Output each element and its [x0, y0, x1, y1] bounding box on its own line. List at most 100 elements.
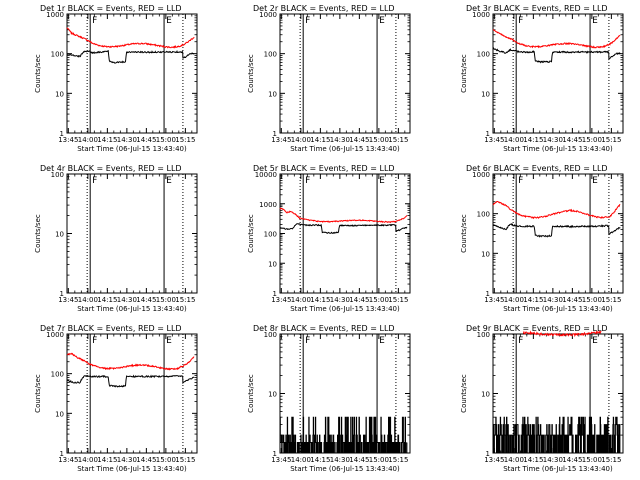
x-axis-title: Start Time (06-Jul-15 13:43:40) — [77, 465, 187, 473]
y-axis-label: Counts/sec — [34, 214, 42, 253]
y-tick-label: 10 — [481, 391, 490, 399]
x-axis-title: Start Time (06-Jul-15 13:43:40) — [77, 305, 187, 313]
det-panel-6: Det 6r BLACK = Events, RED = LLD 1 10 100 10… — [460, 164, 624, 313]
x-tick-label: 14:15 — [523, 456, 543, 464]
y-axis-label: Counts/sec — [460, 374, 468, 413]
x-axis-title: Start Time (06-Jul-15 13:43:40) — [290, 305, 400, 313]
x-tick-label: 14:45 — [349, 456, 369, 464]
y-axis-label: Counts/sec — [247, 54, 255, 93]
x-tick-label: 13:45 — [58, 296, 78, 304]
x-tick-label: 13:45 — [484, 296, 504, 304]
y-tick-label: 1 — [486, 450, 490, 458]
lld-series-line — [492, 201, 621, 220]
panel-title: Det 7r BLACK = Events, RED = LLD — [40, 324, 182, 333]
det-panel-1: Det 1r BLACK = Events, RED = LLD 1 10 100 10… — [34, 4, 198, 153]
events-series-line — [279, 416, 408, 454]
x-tick-label: 14:30 — [330, 136, 350, 144]
events-series-line — [66, 374, 195, 388]
y-tick-label: 100 — [51, 371, 64, 379]
x-tick-label: 14:15 — [97, 456, 117, 464]
x-tick-label: 15:00 — [156, 136, 176, 144]
marker-label: E — [592, 336, 598, 346]
marker-label: E — [592, 16, 598, 26]
det-panel-2: Det 2r BLACK = Events, RED = LLD 1 10 100 10… — [247, 4, 411, 153]
marker-label: F — [518, 336, 523, 346]
y-tick-label: 1 — [273, 290, 277, 298]
x-tick-label: 14:45 — [136, 136, 156, 144]
x-tick-label: 14:00 — [504, 136, 524, 144]
x-tick-label: 15:15 — [601, 136, 621, 144]
x-axis-title: Start Time (06-Jul-15 13:43:40) — [290, 465, 400, 473]
y-axis-label: Counts/sec — [34, 54, 42, 93]
x-tick-label: 15:15 — [388, 456, 408, 464]
x-tick-label: 15:00 — [369, 456, 389, 464]
x-tick-label: 14:15 — [97, 296, 117, 304]
plot-frame — [279, 13, 411, 134]
x-tick-label: 13:45 — [484, 456, 504, 464]
x-tick-label: 14:45 — [136, 296, 156, 304]
x-tick-label: 14:30 — [117, 296, 137, 304]
x-tick-label: 15:15 — [175, 296, 195, 304]
x-tick-label: 14:30 — [117, 456, 137, 464]
marker-label: F — [518, 176, 523, 186]
lld-series-line — [492, 29, 621, 49]
x-tick-label: 13:45 — [271, 456, 291, 464]
y-tick-label: 100 — [477, 51, 490, 59]
y-tick-label: 10 — [268, 260, 277, 268]
plot-frame — [492, 13, 624, 134]
panel-title: Det 5r BLACK = Events, RED = LLD — [253, 164, 395, 173]
x-tick-label: 13:45 — [271, 136, 291, 144]
y-tick-label: 1 — [273, 450, 277, 458]
y-tick-label: 1000 — [472, 11, 490, 19]
x-axis-title: Start Time (06-Jul-15 13:43:40) — [290, 145, 400, 153]
y-tick-label: 1000 — [472, 171, 490, 179]
y-tick-label: 10 — [55, 231, 64, 239]
y-tick-label: 10 — [268, 391, 277, 399]
x-axis-title: Start Time (06-Jul-15 13:43:40) — [77, 145, 187, 153]
y-tick-label: 1 — [60, 130, 64, 138]
x-tick-label: 15:15 — [388, 136, 408, 144]
marker-label: F — [305, 176, 310, 186]
events-series-line — [492, 47, 621, 64]
x-tick-label: 14:15 — [523, 136, 543, 144]
panel-title: Det 2r BLACK = Events, RED = LLD — [253, 4, 395, 13]
x-tick-label: 15:00 — [582, 296, 602, 304]
y-tick-label: 1000 — [46, 11, 64, 19]
y-tick-label: 1 — [486, 290, 490, 298]
x-tick-label: 15:15 — [601, 296, 621, 304]
plot-frame — [492, 173, 624, 294]
x-tick-label: 13:45 — [271, 296, 291, 304]
det-panel-4: Det 4r BLACK = Events, RED = LLD 1 10 100 Co… — [34, 164, 198, 313]
marker-label: E — [592, 176, 598, 186]
y-tick-label: 1 — [273, 130, 277, 138]
x-axis-title: Start Time (06-Jul-15 13:43:40) — [503, 465, 613, 473]
x-tick-label: 14:00 — [291, 296, 311, 304]
x-axis-title: Start Time (06-Jul-15 13:43:40) — [503, 145, 613, 153]
y-tick-label: 1 — [486, 130, 490, 138]
marker-label: F — [305, 16, 310, 26]
y-axis-label: Counts/sec — [460, 54, 468, 93]
lld-series-line — [66, 352, 195, 371]
lld-series-line — [66, 27, 195, 49]
plot-frame — [66, 333, 198, 454]
y-tick-label: 10000 — [255, 171, 277, 179]
x-tick-label: 14:00 — [78, 456, 98, 464]
x-tick-label: 14:45 — [136, 456, 156, 464]
det-panel-9: Det 9r BLACK = Events, RED = LLD 1 10 100 Co… — [460, 324, 624, 473]
x-tick-label: 15:00 — [582, 136, 602, 144]
x-tick-label: 14:30 — [543, 296, 563, 304]
y-axis-label: Counts/sec — [247, 214, 255, 253]
y-tick-label: 10 — [481, 250, 490, 258]
y-tick-label: 1000 — [259, 11, 277, 19]
x-tick-label: 15:00 — [582, 456, 602, 464]
y-tick-label: 10 — [55, 90, 64, 98]
panel-title: Det 4r BLACK = Events, RED = LLD — [40, 164, 182, 173]
y-tick-label: 1 — [60, 450, 64, 458]
x-axis-title: Start Time (06-Jul-15 13:43:40) — [503, 305, 613, 313]
x-tick-label: 14:00 — [504, 456, 524, 464]
x-tick-label: 15:00 — [156, 296, 176, 304]
x-tick-label: 14:00 — [291, 456, 311, 464]
marker-label: F — [92, 336, 97, 346]
marker-label: E — [379, 176, 385, 186]
x-tick-label: 15:15 — [175, 136, 195, 144]
